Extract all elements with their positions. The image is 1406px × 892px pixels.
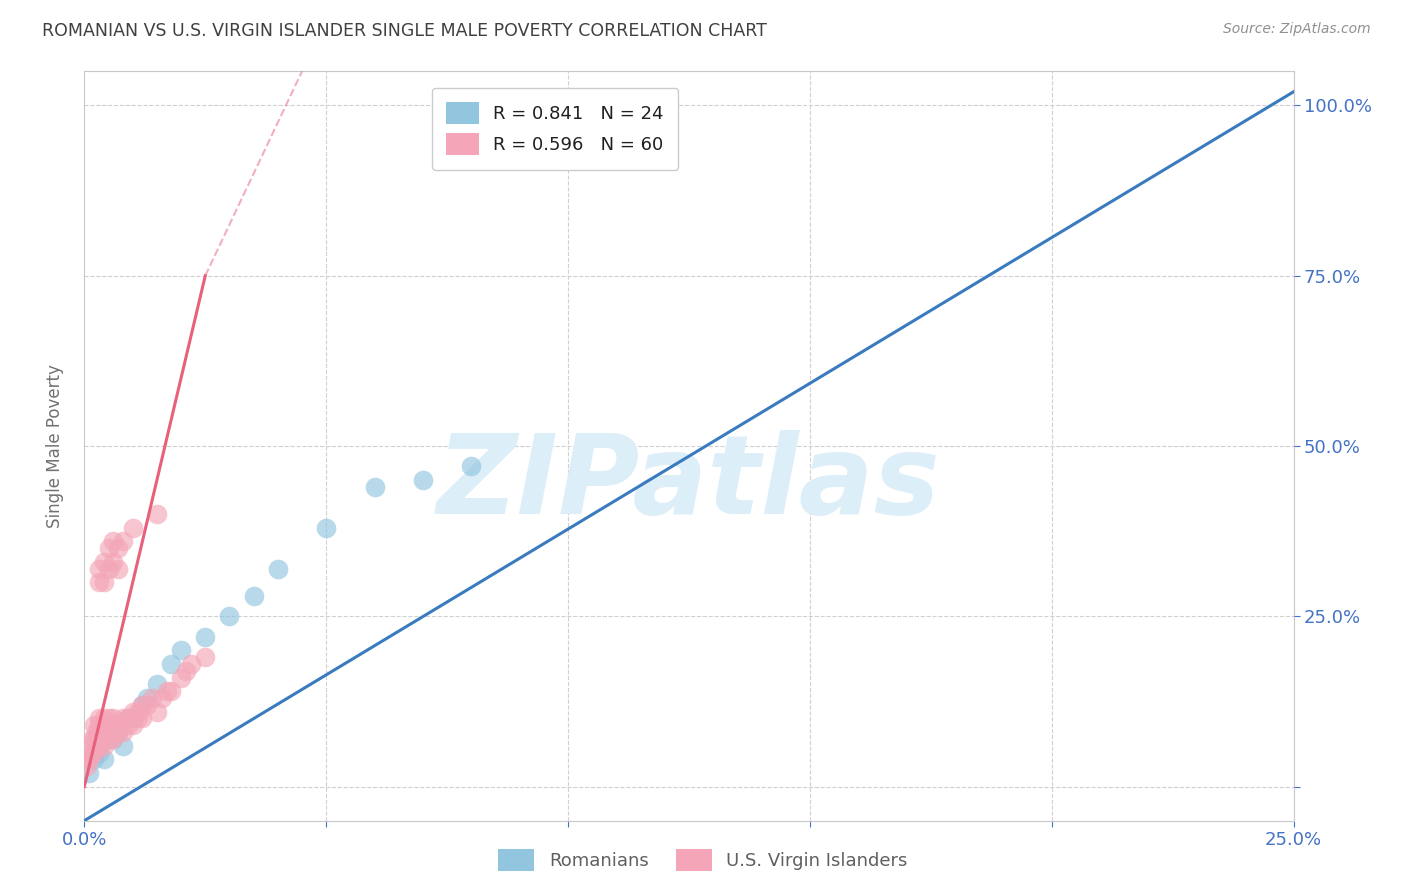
Point [155,684,177,698]
Point [194,630,217,644]
Point [97,541,120,556]
Point [121,711,143,725]
Point [136,698,159,712]
Point [77,752,100,766]
Point [654,132,676,146]
Point [103,711,125,725]
Point [93,752,115,766]
Point [103,555,125,569]
Point [412,473,434,487]
Point [121,718,143,732]
Point [117,711,139,725]
Point [112,711,135,725]
Point [242,589,264,603]
Point [77,739,100,753]
Point [112,725,135,739]
Point [174,664,197,678]
Point [112,534,135,549]
Point [103,534,125,549]
Point [93,739,115,753]
Point [146,705,169,719]
Point [170,671,193,685]
Point [160,684,183,698]
Point [103,725,125,739]
Text: ROMANIAN VS U.S. VIRGIN ISLANDER SINGLE MALE POVERTY CORRELATION CHART: ROMANIAN VS U.S. VIRGIN ISLANDER SINGLE … [42,22,768,40]
Text: ZIPatlas: ZIPatlas [437,430,941,537]
Point [131,711,153,725]
Point [170,643,193,657]
Point [83,718,105,732]
Point [160,657,183,671]
Point [80,731,103,746]
Point [97,718,120,732]
Point [87,561,110,575]
Point [97,731,120,746]
Point [83,731,105,746]
Point [267,561,290,575]
Legend: Romanians, U.S. Virgin Islanders: Romanians, U.S. Virgin Islanders [491,842,915,879]
Point [80,746,103,760]
Point [83,752,105,766]
Point [460,459,482,474]
Point [87,718,110,732]
Point [93,555,115,569]
Point [150,691,173,706]
Point [180,657,202,671]
Point [87,746,110,760]
Point [136,691,159,706]
Point [131,698,153,712]
Point [107,718,129,732]
Point [117,718,139,732]
Point [87,575,110,590]
Point [83,746,105,760]
Point [107,725,129,739]
Point [87,739,110,753]
Point [315,521,337,535]
Point [97,731,120,746]
Point [93,725,115,739]
Point [97,561,120,575]
Legend: R = 0.841   N = 24, R = 0.596   N = 60: R = 0.841 N = 24, R = 0.596 N = 60 [432,88,678,169]
Point [87,725,110,739]
Text: Source: ZipAtlas.com: Source: ZipAtlas.com [1223,22,1371,37]
Point [93,575,115,590]
Point [141,691,163,706]
Point [97,711,120,725]
Point [131,698,153,712]
Point [87,711,110,725]
Point [121,705,143,719]
Point [86,739,108,753]
Point [218,609,240,624]
Point [146,507,169,521]
Point [127,711,149,725]
Point [97,725,120,739]
Point [146,677,169,691]
Point [103,731,125,746]
Point [127,705,149,719]
Point [76,759,98,773]
Point [107,561,129,575]
Point [363,480,385,494]
Point [93,711,115,725]
Point [194,650,217,665]
Point [77,766,100,780]
Point [117,711,139,725]
Point [93,718,115,732]
Point [107,541,129,556]
Point [112,739,135,753]
Point [103,731,125,746]
Point [86,725,108,739]
Point [121,521,143,535]
Y-axis label: Single Male Poverty: Single Male Poverty [45,364,63,528]
Point [107,725,129,739]
